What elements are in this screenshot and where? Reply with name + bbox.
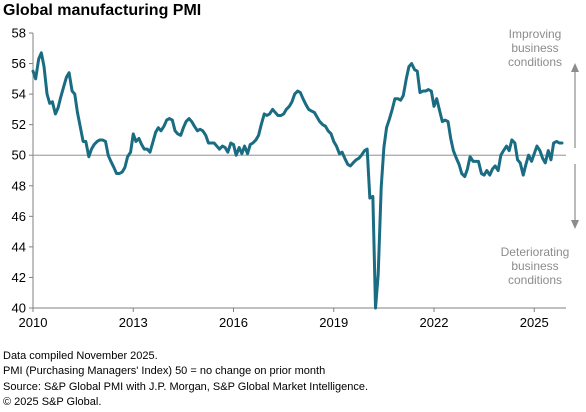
annotation-line: Deteriorating (500, 245, 570, 259)
y-tick-label: 40 (12, 301, 26, 316)
annotation-line: business (511, 41, 559, 55)
footnote-pmi-definition: PMI (Purchasing Managers' Index) 50 = no… (3, 365, 326, 378)
arrow-up-head (571, 63, 579, 72)
y-tick-label: 58 (12, 26, 26, 41)
annotation-line: business (511, 259, 559, 273)
pmi-series-line (31, 51, 564, 310)
annotation-deteriorating: Deteriorating business conditions (480, 245, 586, 287)
x-tick-label: 2025 (520, 315, 549, 330)
y-tick-label: 48 (12, 178, 26, 193)
plot-layer (31, 51, 566, 310)
footnote-copyright: © 2025 S&P Global. (3, 395, 102, 408)
y-tick-label: 52 (12, 117, 26, 132)
footnotes: Data compiled November 2025. PMI (Purcha… (3, 349, 368, 410)
x-tick-label: 2022 (420, 315, 449, 330)
annotation-improving: Improving business conditions (480, 27, 586, 69)
y-axis: 40 42 44 46 48 50 52 54 56 58 (12, 26, 34, 316)
x-axis: 2010 2013 2016 2019 2022 2025 (19, 307, 566, 330)
arrow-down-head (571, 220, 579, 229)
x-tick-label: 2010 (19, 315, 48, 330)
annotation-line: Improving (508, 27, 562, 41)
x-tick-label: 2016 (219, 315, 248, 330)
chart-title: Global manufacturing PMI (3, 2, 202, 19)
y-tick-label: 50 (12, 148, 26, 163)
x-tick-label: 2013 (119, 315, 148, 330)
footnote-data-compiled: Data compiled November 2025. (3, 350, 158, 362)
y-tick-label: 56 (12, 56, 26, 71)
y-tick-label: 46 (12, 209, 26, 224)
y-tick-label: 42 (12, 270, 26, 285)
x-tick-label: 2019 (319, 315, 348, 330)
annotation-line: conditions (507, 55, 563, 69)
y-tick-label: 44 (12, 239, 26, 254)
annotation-arrows (571, 63, 579, 229)
footnote-source: Source: S&P Global PMI with J.P. Morgan,… (3, 380, 369, 393)
y-tick-label: 54 (12, 87, 26, 102)
annotation-line: conditions (507, 273, 563, 287)
